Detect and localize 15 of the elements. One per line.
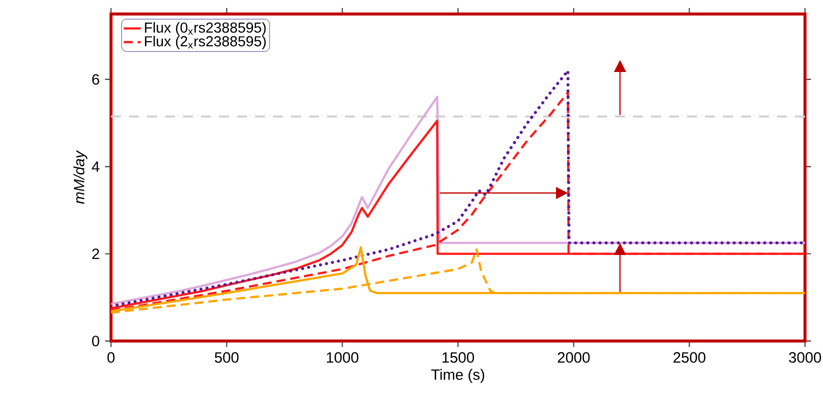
x-tick-label: 2500 xyxy=(673,352,706,363)
y-tick-label: 4 xyxy=(92,161,100,172)
y-tick-label: 6 xyxy=(92,74,100,85)
x-tick-label: 1500 xyxy=(442,352,474,363)
x-tick-label: 0 xyxy=(107,352,115,363)
x-tick-label: 3000 xyxy=(788,352,822,363)
y-tick-label: 0 xyxy=(92,336,100,346)
y-axis-title: mM/day xyxy=(73,150,88,204)
x-tick-label: 1000 xyxy=(326,352,358,363)
x-axis-title: Time (s) xyxy=(431,368,484,383)
legend-label: Flux (0$_{x}$rs2388595) xyxy=(144,22,266,36)
legend-label: Flux (2$_{x}$rs2388595) xyxy=(144,36,266,50)
x-tick-label: 2000 xyxy=(558,352,590,363)
x-tick-label: 500 xyxy=(214,352,239,363)
y-tick-label: 2 xyxy=(92,248,100,260)
